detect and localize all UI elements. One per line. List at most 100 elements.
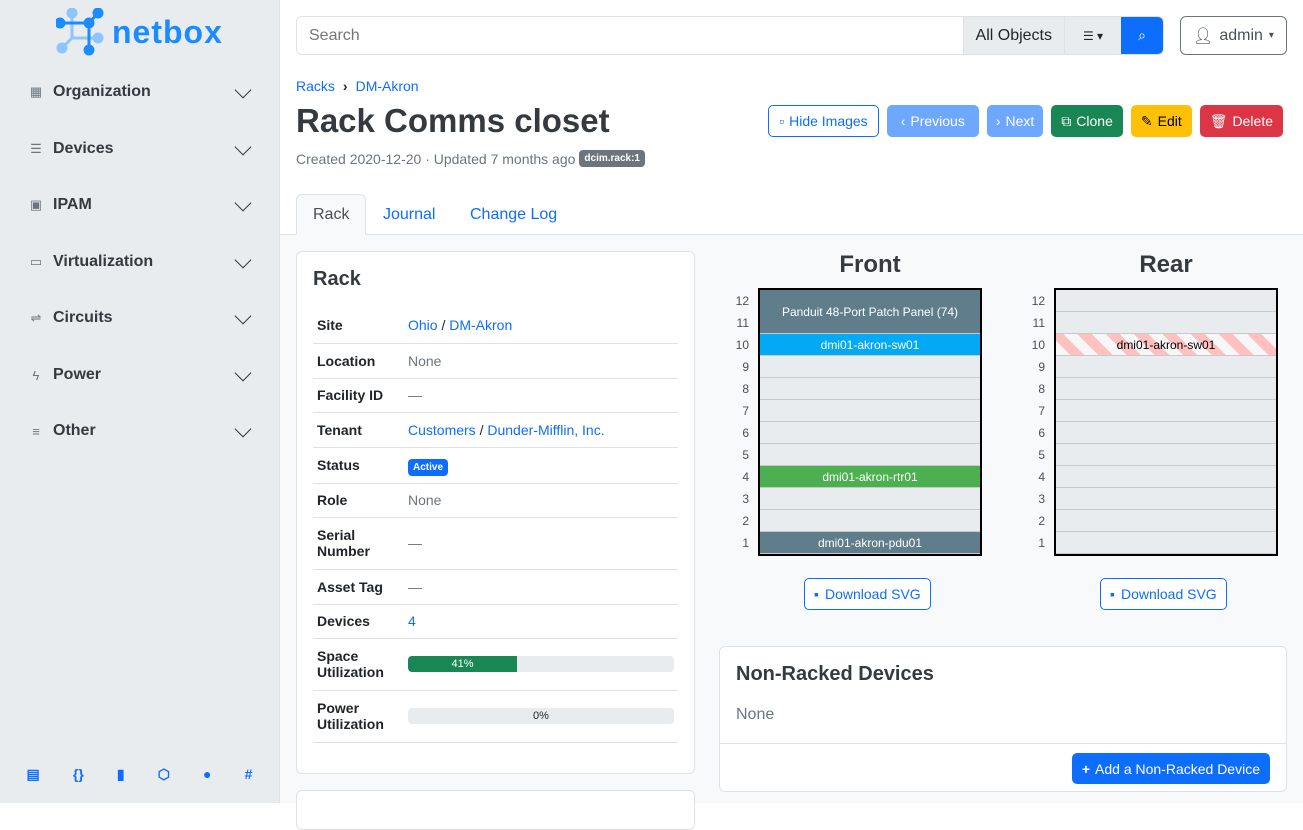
sidebar-item-devices[interactable]: ☰ Devices	[0, 129, 279, 169]
search-button[interactable]: ⌕	[1121, 17, 1163, 54]
bookmark-icon[interactable]: ▮	[116, 766, 125, 782]
table-row: Serial Number —	[313, 517, 678, 570]
progress-fill: 41%	[408, 656, 518, 672]
sidebar-item-other[interactable]: ≡ Other	[0, 411, 279, 451]
server-icon: ☰	[30, 141, 42, 156]
tab-journal[interactable]: Journal	[383, 205, 436, 223]
search-input[interactable]	[297, 17, 963, 54]
github-icon[interactable]: ●	[203, 766, 212, 782]
lines-icon: ≡	[32, 423, 40, 439]
filter-dropdown[interactable]: ☰ ▾	[1064, 17, 1121, 54]
tenant-group-link[interactable]: Customers	[408, 421, 476, 438]
unit-number: 11	[736, 316, 749, 330]
sidebar-item-label: Organization	[53, 83, 151, 100]
button-label: Previous	[910, 113, 965, 129]
next-button[interactable]: › Next	[986, 105, 1044, 137]
unit-number: 8	[742, 382, 749, 396]
table-row: Location None	[313, 343, 678, 379]
sidebar-item-circuits[interactable]: ⇌ Circuits	[0, 298, 279, 338]
unit-number: 10	[1031, 338, 1045, 352]
edit-button[interactable]: ✎ Edit	[1130, 105, 1192, 137]
rear-elevation: dmi01-akron-sw01	[1054, 288, 1278, 556]
empty-unit	[1056, 312, 1276, 334]
rack-device[interactable]: dmi01-akron-sw01	[760, 334, 980, 356]
tab-rack[interactable]: Rack	[296, 194, 367, 235]
unit-number: 6	[742, 426, 749, 440]
unit-number: 12	[735, 294, 749, 308]
sidebar-item-organization[interactable]: ▦ Organization	[0, 72, 279, 112]
attr-label: Serial Number	[313, 517, 404, 570]
trash-icon: 🗑︎	[1209, 112, 1228, 129]
unit-number: 5	[1038, 448, 1045, 462]
rack-device[interactable]: dmi01-akron-sw01	[1056, 334, 1276, 356]
plus-icon: +	[1081, 760, 1091, 777]
sidebar-item-virtualization[interactable]: ▭ Virtualization	[0, 242, 279, 282]
front-elevation: Panduit 48-Port Patch Panel (74) dmi01-ak…	[758, 288, 982, 556]
button-label: Clone	[1076, 113, 1113, 129]
chevron-down-icon	[234, 194, 252, 212]
breadcrumb-racks[interactable]: Racks	[296, 78, 335, 94]
table-row: Status Active	[313, 447, 678, 484]
table-row: Facility ID —	[313, 378, 678, 413]
sidebar-item-power[interactable]: ϟ Power	[0, 355, 279, 395]
unit-number: 5	[742, 448, 749, 462]
empty-unit	[1056, 466, 1276, 488]
copy-icon: ⧉	[1061, 112, 1072, 129]
download-front-svg-button[interactable]: ▪ Download SVG	[804, 578, 931, 610]
download-rear-svg-button[interactable]: ▪ Download SVG	[1100, 578, 1227, 610]
user-menu[interactable]: 👤︎ admin ▾	[1180, 16, 1287, 55]
status-badge: Active	[408, 459, 449, 476]
asset-tag-value: —	[404, 569, 678, 605]
delete-button[interactable]: 🗑︎ Delete	[1199, 105, 1283, 137]
chevron-down-icon	[234, 420, 252, 438]
object-type-select[interactable]: All Objects	[962, 17, 1064, 54]
chevron-down-icon	[234, 307, 252, 325]
search-bar: All Objects ☰ ▾ ⌕	[296, 16, 1164, 55]
tenant-link[interactable]: Dunder-Mifflin, Inc.	[487, 421, 605, 438]
devices-link[interactable]: 4	[408, 613, 416, 629]
clone-button[interactable]: ⧉ Clone	[1051, 105, 1123, 137]
book-icon[interactable]: ▤	[26, 766, 40, 782]
table-row: Space Utilization 41%	[313, 638, 678, 691]
attr-label: Asset Tag	[313, 569, 404, 605]
tab-change-log[interactable]: Change Log	[470, 205, 558, 223]
button-label: Next	[1005, 113, 1035, 129]
attr-label: Site	[313, 308, 404, 344]
attr-label: Facility ID	[313, 378, 404, 413]
button-label: Download SVG	[1120, 586, 1217, 602]
unit-number: 9	[1038, 360, 1045, 374]
add-non-racked-device-button[interactable]: + Add a Non-Racked Device	[1071, 753, 1270, 784]
region-link[interactable]: Ohio	[408, 317, 438, 334]
progress-text: 0%	[533, 710, 549, 722]
previous-button[interactable]: ‹ Previous	[886, 105, 979, 137]
rack-device[interactable]: Panduit 48-Port Patch Panel (74)	[760, 290, 980, 334]
unit-numbers-rear: 12 11 10 9 8 7 6 5 4 3 2 1	[1025, 290, 1045, 554]
created-updated: Created 2020-12-20 · Updated 7 months ag…	[296, 150, 576, 167]
building-icon: ▦	[29, 84, 43, 99]
unit-number: 7	[742, 404, 749, 418]
netbox-logo[interactable]: netbox	[56, 8, 223, 56]
page-title: Rack Comms closet	[296, 102, 610, 139]
role-value: None	[404, 483, 678, 518]
table-row: Site Ohio / DM-Akron	[313, 308, 678, 344]
api-icon[interactable]: {}	[72, 766, 84, 782]
breadcrumb-site[interactable]: DM-Akron	[355, 78, 419, 94]
rack-device[interactable]: dmi01-akron-rtr01	[760, 466, 980, 488]
device-label: dmi01-akron-sw01	[820, 337, 920, 352]
rack-device[interactable]: dmi01-akron-pdu01	[760, 532, 980, 554]
graphql-icon[interactable]: ⬡	[157, 766, 170, 782]
site-link[interactable]: DM-Akron	[449, 317, 513, 334]
attr-label: Status	[313, 447, 404, 484]
serial-value: —	[404, 517, 678, 570]
file-icon: ▪	[814, 586, 819, 602]
ip-icon: ▣	[29, 197, 43, 212]
front-title: Front	[839, 251, 901, 278]
tab-content: Rack Site Ohio / DM-Akron Location None Fa…	[280, 235, 1303, 830]
unit-number: 3	[742, 492, 749, 506]
sidebar-item-ipam[interactable]: ▣ IPAM	[0, 185, 279, 225]
attr-label: Power Utilization	[313, 690, 404, 743]
empty-unit	[760, 488, 980, 510]
slack-icon[interactable]: #	[244, 766, 253, 782]
empty-unit	[1056, 378, 1276, 400]
hide-images-button[interactable]: ▫ Hide Images	[768, 105, 879, 137]
